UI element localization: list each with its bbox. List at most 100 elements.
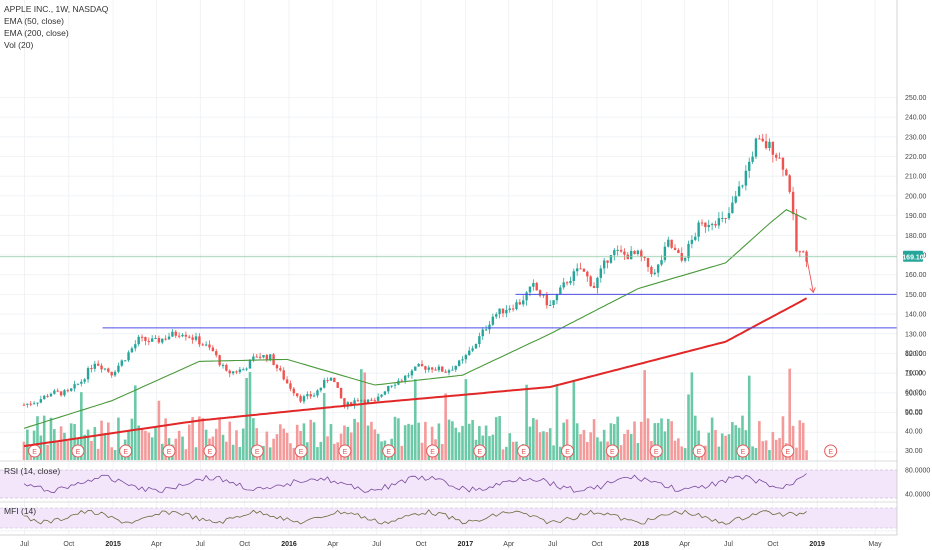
volume-bar xyxy=(228,421,232,460)
volume-bar xyxy=(559,446,562,460)
rsi-tick-label: 80.0000 xyxy=(905,468,930,475)
candle-body xyxy=(96,363,100,366)
volume-bar xyxy=(693,415,697,460)
volume-bar xyxy=(430,426,434,460)
candle-body xyxy=(150,338,154,342)
volume-bar xyxy=(636,443,640,460)
candle-body xyxy=(221,364,225,366)
volume-bar xyxy=(56,442,60,460)
volume-bar xyxy=(781,416,785,460)
ema200-legend[interactable]: EMA (200, close) xyxy=(4,28,69,38)
volume-bar xyxy=(130,418,134,460)
candle-body xyxy=(167,336,171,340)
volume-bar xyxy=(609,423,613,460)
price-axis[interactable]: 90.00 100.00 110.00 120.00 130.00 140.00 150.0… xyxy=(896,0,930,535)
candle-body xyxy=(656,264,660,273)
candle-body xyxy=(751,156,754,162)
candle-body xyxy=(484,329,488,331)
candle-body xyxy=(424,366,427,370)
volume-tick-label: 30.00 xyxy=(905,448,923,455)
volume-bar xyxy=(619,445,623,460)
volume-bar xyxy=(289,443,292,460)
earnings-marker: E xyxy=(71,444,85,458)
volume-bar xyxy=(272,438,275,460)
candle-body xyxy=(673,247,677,250)
candle-body xyxy=(339,387,343,399)
candle-body xyxy=(437,366,441,371)
time-tick-label: 2019 xyxy=(809,541,825,548)
volume-bar xyxy=(771,432,775,460)
volume-bar xyxy=(69,423,73,460)
candle-body xyxy=(171,331,174,337)
volume-bar xyxy=(268,447,272,460)
volume-bar xyxy=(599,441,603,460)
volume-bar xyxy=(356,422,360,460)
candle-body xyxy=(801,251,805,253)
volume-bar xyxy=(720,433,724,460)
volume-bar xyxy=(110,447,113,460)
candle-body xyxy=(76,383,80,385)
candle-body xyxy=(262,355,265,358)
volume-bar xyxy=(501,449,505,460)
earnings-letter: E xyxy=(610,449,615,456)
candle-body xyxy=(764,141,768,149)
candle-body xyxy=(373,400,376,402)
candle-body xyxy=(66,390,70,392)
volume-bar xyxy=(343,425,346,460)
earnings-marker: E xyxy=(250,444,264,458)
time-tick-label: 2015 xyxy=(105,541,121,548)
volume-bar xyxy=(295,424,299,460)
volume-bar xyxy=(511,441,515,460)
volume-bar xyxy=(737,427,741,460)
volume-bar xyxy=(292,447,296,460)
time-tick-label: 2017 xyxy=(458,541,474,548)
candle-body xyxy=(528,286,532,293)
volume-bar xyxy=(49,417,53,460)
candle-body xyxy=(586,271,589,277)
volume-legend[interactable]: Vol (20) xyxy=(4,40,34,50)
earnings-circle xyxy=(781,444,795,458)
volume-bar xyxy=(245,377,248,460)
price-tick-label: 240.00 xyxy=(905,115,927,122)
candle-body xyxy=(245,368,248,370)
candle-body xyxy=(619,249,623,252)
candle-body xyxy=(56,390,59,392)
mfi-label[interactable]: MFI (14) xyxy=(4,506,37,516)
volume-bar xyxy=(164,418,167,460)
symbol-title[interactable]: APPLE INC., 1W, NASDAQ xyxy=(4,4,109,14)
candle-body xyxy=(36,402,39,404)
candle-body xyxy=(218,355,221,366)
candle-body xyxy=(461,359,464,361)
candle-body xyxy=(795,214,798,252)
candle-body xyxy=(640,250,643,257)
volume-bar xyxy=(579,434,582,460)
volume-bar xyxy=(761,441,765,460)
candle-body xyxy=(70,388,73,391)
volume-bar xyxy=(626,429,630,460)
volume-bar xyxy=(214,428,218,460)
candle-body xyxy=(322,380,326,388)
volume-bar xyxy=(727,434,731,460)
candle-body xyxy=(434,369,437,371)
rsi-label[interactable]: RSI (14, close) xyxy=(4,466,61,476)
candle-body xyxy=(430,367,434,370)
candle-body xyxy=(238,369,242,373)
candle-body xyxy=(495,314,498,317)
candle-body xyxy=(215,351,218,356)
ema50-legend[interactable]: EMA (50, close) xyxy=(4,16,64,26)
candle-body xyxy=(204,344,208,346)
volume-bar xyxy=(707,432,711,460)
price-tick-label: 130.00 xyxy=(905,331,927,338)
volume-bar xyxy=(741,415,744,460)
earnings-circle xyxy=(426,444,440,458)
volume-bar xyxy=(279,424,282,460)
price-tick-label: 110.00 xyxy=(905,371,926,378)
price-tick-label: 210.00 xyxy=(905,174,927,181)
volume-bar xyxy=(538,432,542,460)
volume-bar xyxy=(572,381,576,460)
time-axis[interactable]: Jul Oct 2015 Apr Jul Oct 2016 Apr Jul Oct 2017 Apr J… xyxy=(0,534,897,548)
volume-bar xyxy=(319,441,323,460)
candle-body xyxy=(113,371,117,376)
volume-bar xyxy=(751,446,754,460)
